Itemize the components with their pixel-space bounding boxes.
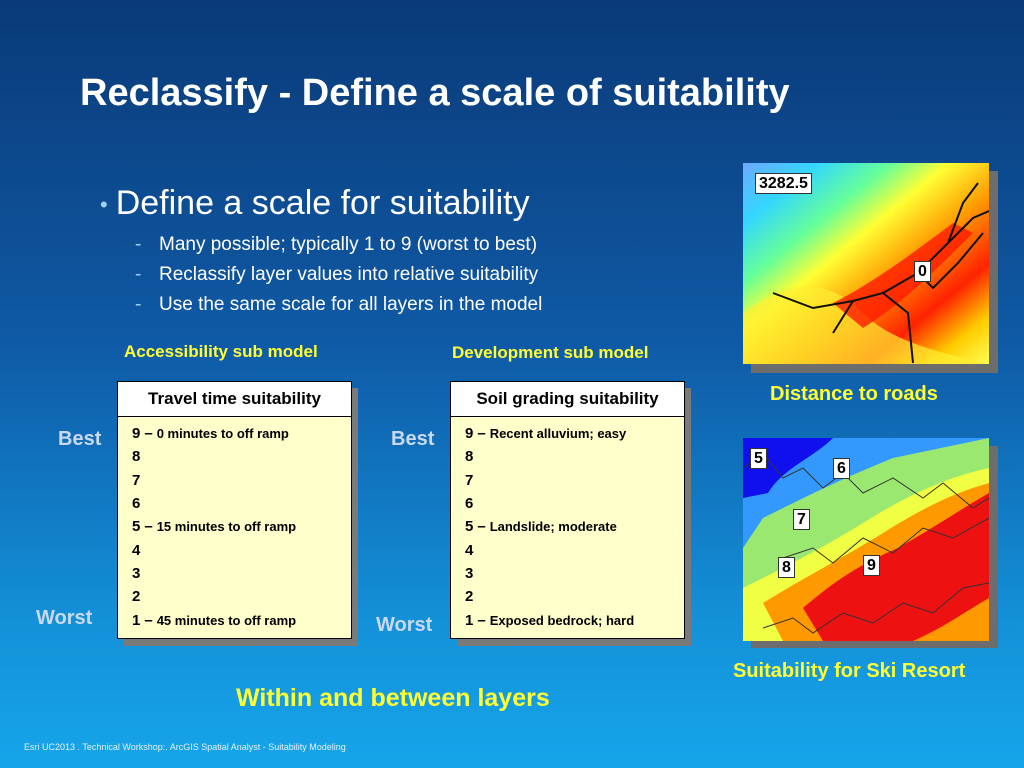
suitability-raster — [743, 438, 989, 641]
table-row: 2 — [132, 588, 141, 606]
table-row: 3 — [465, 564, 474, 582]
suitability-label-9: 9 — [863, 555, 880, 576]
row-dash: – — [144, 611, 153, 629]
table-row: 7 — [132, 471, 141, 489]
sub-bullet: - Use the same scale for all layers in th… — [135, 290, 542, 320]
table-row: 4 — [132, 541, 141, 559]
table-row: 7 — [465, 471, 474, 489]
dash-icon: - — [135, 264, 142, 285]
table-header: Travel time suitability — [118, 382, 351, 417]
main-bullet-text: Define a scale for suitability — [115, 184, 530, 222]
right-best-label: Best — [391, 428, 435, 450]
left-worst-label: Worst — [36, 607, 93, 629]
suitability-caption: Suitability for Ski Resort — [733, 660, 966, 682]
table-row: 8 — [465, 448, 474, 466]
sub-bullet: - Reclassify layer values into relative s… — [135, 260, 542, 290]
table-row: 2 — [465, 588, 474, 606]
accessibility-model-label: Accessibility sub model — [124, 342, 318, 361]
row-dash: – — [477, 611, 486, 629]
table-row: 5– Landslide; moderate — [465, 518, 617, 536]
soil-grading-table: Soil grading suitability 9– Recent alluvi… — [450, 381, 685, 639]
distance-caption: Distance to roads — [770, 383, 938, 405]
table-row: 6 — [465, 495, 474, 513]
dash-icon: - — [135, 294, 142, 315]
dash-icon: - — [135, 234, 142, 255]
distance-low-label: 0 — [914, 261, 931, 282]
left-best-label: Best — [58, 428, 102, 450]
suitability-label-8: 8 — [778, 557, 795, 578]
row-dash: – — [477, 518, 486, 536]
row-dash: – — [477, 425, 486, 443]
table-row: 6 — [132, 495, 141, 513]
travel-time-table: Travel time suitability 9–0 minutes to o… — [117, 381, 352, 639]
table-row: 8 — [132, 448, 141, 466]
bullet-dot-icon: • — [100, 192, 108, 218]
table-row: 4 — [465, 541, 474, 559]
distance-map: 3282.5 0 — [743, 163, 989, 364]
table-row: 1– Exposed bedrock; hard — [465, 611, 635, 629]
within-layers-text: Within and between layers — [236, 684, 550, 712]
suitability-map: 5 6 7 8 9 — [743, 438, 989, 641]
development-model-label: Development sub model — [452, 343, 649, 362]
slide-title: Reclassify - Define a scale of suitabili… — [80, 72, 790, 114]
suitability-label-6: 6 — [833, 458, 850, 479]
distance-raster — [743, 163, 989, 364]
table-row: 3 — [132, 564, 141, 582]
suitability-label-5: 5 — [750, 448, 767, 469]
table-header: Soil grading suitability — [451, 382, 684, 417]
main-bullet: • Define a scale for suitability — [100, 184, 530, 223]
table-row: 5–15 minutes to off ramp — [132, 518, 297, 536]
slide-footer: Esri UC2013 . Technical Workshop:. ArcGI… — [24, 742, 346, 752]
row-dash: – — [144, 518, 153, 536]
right-worst-label: Worst — [376, 614, 433, 636]
table-row: 9–0 minutes to off ramp — [132, 425, 289, 443]
suitability-label-7: 7 — [793, 509, 810, 530]
table-row: 9– Recent alluvium; easy — [465, 425, 627, 443]
distance-high-label: 3282.5 — [755, 173, 812, 194]
row-dash: – — [144, 425, 153, 443]
table-row: 1–45 minutes to off ramp — [132, 611, 297, 629]
sub-bullet: - Many possible; typically 1 to 9 (worst … — [135, 230, 542, 260]
sub-bullet-list: - Many possible; typically 1 to 9 (worst … — [135, 230, 542, 320]
